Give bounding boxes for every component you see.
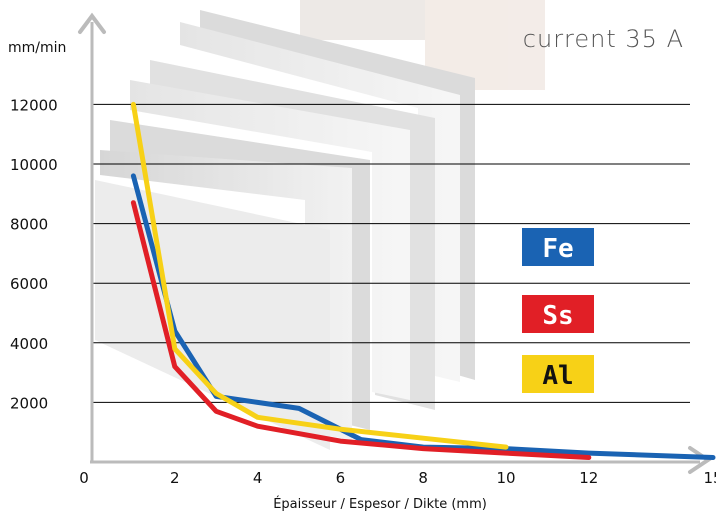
x-tick-label: 2 [170, 469, 180, 487]
y-tick-labels: 2000 4000 6000 8000 10000 12000 [10, 96, 58, 412]
legend: Fe Ss Al [522, 228, 594, 393]
background-plates-image [95, 0, 545, 450]
legend-swatch [522, 228, 594, 266]
x-tick-labels: 0 2 4 6 8 10 12 15 [79, 469, 716, 487]
series-line-al [130, 101, 509, 450]
y-tick-label: 10000 [10, 156, 58, 174]
series-line-ss [130, 200, 592, 460]
y-tick-label: 12000 [10, 96, 58, 114]
grid-lines [92, 103, 690, 403]
y-tick-label: 8000 [10, 216, 48, 234]
y-axis-label: mm/min [8, 40, 66, 56]
data-series [130, 101, 716, 460]
y-axis-arrow-icon [78, 12, 106, 34]
legend-item-ss: Ss [522, 295, 594, 333]
y-tick-label: 4000 [10, 335, 48, 353]
x-tick-label: 15 [703, 469, 716, 487]
x-tick-label: 12 [579, 469, 598, 487]
legend-swatch [522, 355, 594, 393]
x-tick-label: 10 [496, 469, 515, 487]
legend-swatch [522, 295, 594, 333]
x-tick-label: 8 [418, 469, 428, 487]
x-axis-arrow-icon [688, 446, 712, 474]
legend-label: Ss [542, 301, 573, 331]
x-axis-label: Épaisseur / Espesor / Dikte (mm) [273, 496, 487, 512]
axes [78, 12, 712, 474]
chart-title: current 35 A [523, 25, 684, 53]
x-tick-label: 0 [79, 469, 89, 487]
legend-item-al: Al [522, 355, 594, 393]
legend-label: Fe [542, 234, 573, 264]
series-line-fe [130, 173, 716, 460]
x-tick-label: 4 [253, 469, 263, 487]
x-tick-label: 6 [336, 469, 346, 487]
y-tick-label: 6000 [10, 275, 48, 293]
y-tick-label: 2000 [10, 394, 48, 412]
legend-item-fe: Fe [522, 228, 594, 266]
legend-label: Al [542, 361, 573, 391]
